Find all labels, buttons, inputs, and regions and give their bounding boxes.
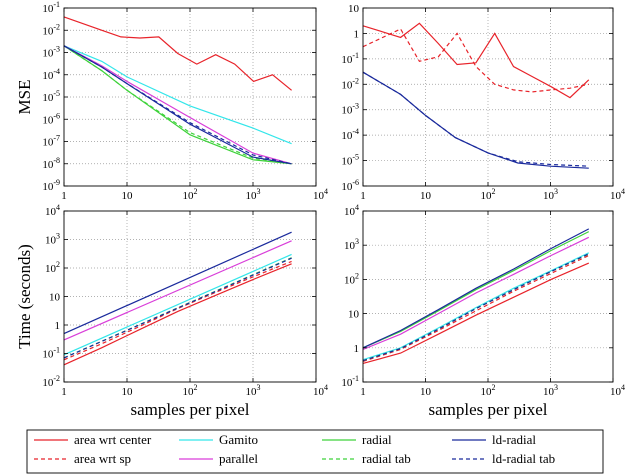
x-tick-label: 104	[313, 383, 328, 398]
series-gamito	[362, 252, 590, 361]
x-tick-label: 103	[246, 383, 261, 398]
legend-label-ld-radial: ld-radial	[492, 432, 536, 447]
y-tick-label: 104	[344, 203, 359, 218]
x-tick-label: 103	[543, 383, 558, 398]
x-tick-label: 102	[183, 383, 198, 398]
x-tick-label: 102	[481, 187, 496, 202]
y-tick-label: 10-2	[42, 374, 60, 389]
x-axis-label: samples per pixel	[131, 400, 250, 419]
legend-label-parallel: parallel	[219, 451, 258, 466]
x-tick-label: 10	[122, 386, 134, 398]
y-tick-label: 10-3	[42, 45, 60, 60]
y-tick-label: 10-8	[42, 156, 60, 171]
y-tick-label: 1	[354, 343, 360, 355]
y-tick-label: 10-5	[42, 89, 60, 104]
y-tick-label: 1	[354, 28, 360, 40]
y-tick-label: 10-6	[42, 111, 60, 126]
y-tick-label: 10-4	[341, 127, 359, 142]
y-tick-label: 10-3	[341, 102, 359, 117]
legend-label-radial: radial	[362, 432, 392, 447]
series-gamito	[63, 253, 292, 356]
y-tick-label: 10-6	[341, 178, 359, 193]
series-parallel	[362, 236, 590, 350]
series-parallel	[63, 45, 292, 165]
x-tick-label: 104	[610, 383, 625, 398]
x-tick-label: 102	[481, 383, 496, 398]
y-axis-label: Time (seconds)	[15, 244, 34, 349]
y-tick-label: 10	[348, 309, 360, 321]
series-ld-radial-tab	[362, 71, 589, 167]
y-tick-label: 104	[45, 203, 60, 218]
x-tick-label: 1	[61, 190, 67, 202]
y-tick-label: 103	[344, 237, 359, 252]
legend-box	[26, 429, 604, 474]
x-tick-label: 104	[313, 187, 328, 202]
y-tick-label: 10-1	[42, 0, 60, 15]
y-tick-label: 10-2	[42, 22, 60, 37]
series-ld-radial	[63, 231, 292, 335]
y-tick-label: 10-4	[42, 67, 60, 82]
series-gamito	[63, 45, 292, 145]
x-tick-label: 1	[360, 190, 366, 202]
legend-label-area-wrt-sp: area wrt sp	[74, 451, 131, 466]
chart-mse-right: 1 10 102 103 104 10-6 10-5 10-4 10-3 10-2 10-1 1 10	[341, 3, 625, 202]
y-tick-label: 10	[49, 292, 61, 304]
series-ld-radial	[362, 71, 589, 169]
series-ld-radial	[362, 228, 590, 349]
y-axis-label: MSE	[15, 80, 34, 115]
plot-frame	[362, 210, 614, 383]
legend: area wrt center Gamito radial ld-radial area…	[26, 429, 604, 474]
chart-time-left: 1 10 102 103 104 10-2 10-1 1 10 102 103 104 Time (se…	[15, 203, 328, 419]
series-area-wrt-sp	[362, 254, 590, 362]
series-ld-radial-tab	[63, 45, 292, 165]
series-area-wrt-center	[63, 16, 292, 91]
x-tick-label: 10	[420, 386, 432, 398]
y-tick-label: 10-1	[341, 374, 359, 389]
chart-mse-left: 1 10 102 103 104 10-9 10-8 10-7 10-6 10-5 10-4 10-3…	[15, 0, 328, 202]
y-tick-label: 10-9	[42, 178, 60, 193]
y-tick-label: 10-5	[341, 153, 359, 168]
y-tick-label: 10-7	[42, 134, 60, 149]
y-tick-label: 103	[45, 232, 60, 247]
x-tick-label: 1	[360, 386, 366, 398]
legend-label-area-wrt-center: area wrt center	[74, 432, 152, 447]
y-tick-label: 102	[344, 271, 359, 286]
y-tick-label: 10	[348, 3, 360, 15]
series-area-wrt-center	[362, 22, 590, 99]
y-tick-label: 10-1	[42, 346, 60, 361]
x-tick-label: 10	[420, 190, 432, 202]
y-tick-label: 10-2	[341, 76, 359, 91]
series-parallel	[63, 240, 292, 341]
x-tick-label: 10	[122, 190, 134, 202]
chart-panels: 1 10 102 103 104 10-9 10-8 10-7 10-6 10-5 10-4 10-3…	[15, 0, 625, 419]
x-tick-label: 1	[61, 386, 67, 398]
series-radial-tab	[63, 45, 292, 165]
x-tick-label: 102	[183, 187, 198, 202]
series-area-wrt-center	[362, 262, 590, 364]
series-ld-radial-tab	[63, 257, 292, 359]
series-area-wrt-sp	[362, 28, 589, 93]
series-radial	[362, 231, 590, 349]
x-tick-label: 103	[246, 187, 261, 202]
legend-label-ld-radial-tab: ld-radial tab	[492, 451, 555, 466]
series-area-wrt-sp	[63, 260, 292, 361]
legend-label-gamito: Gamito	[219, 432, 258, 447]
y-tick-label: 1	[55, 320, 61, 332]
plot-frame	[362, 7, 614, 187]
y-tick-label: 102	[45, 260, 60, 275]
x-axis-label: samples per pixel	[429, 400, 548, 419]
x-tick-label: 103	[543, 187, 558, 202]
x-tick-label: 104	[610, 187, 625, 202]
legend-label-radial-tab: radial tab	[362, 451, 411, 466]
series-area-wrt-center	[63, 263, 292, 366]
y-tick-label: 10-1	[341, 51, 359, 66]
